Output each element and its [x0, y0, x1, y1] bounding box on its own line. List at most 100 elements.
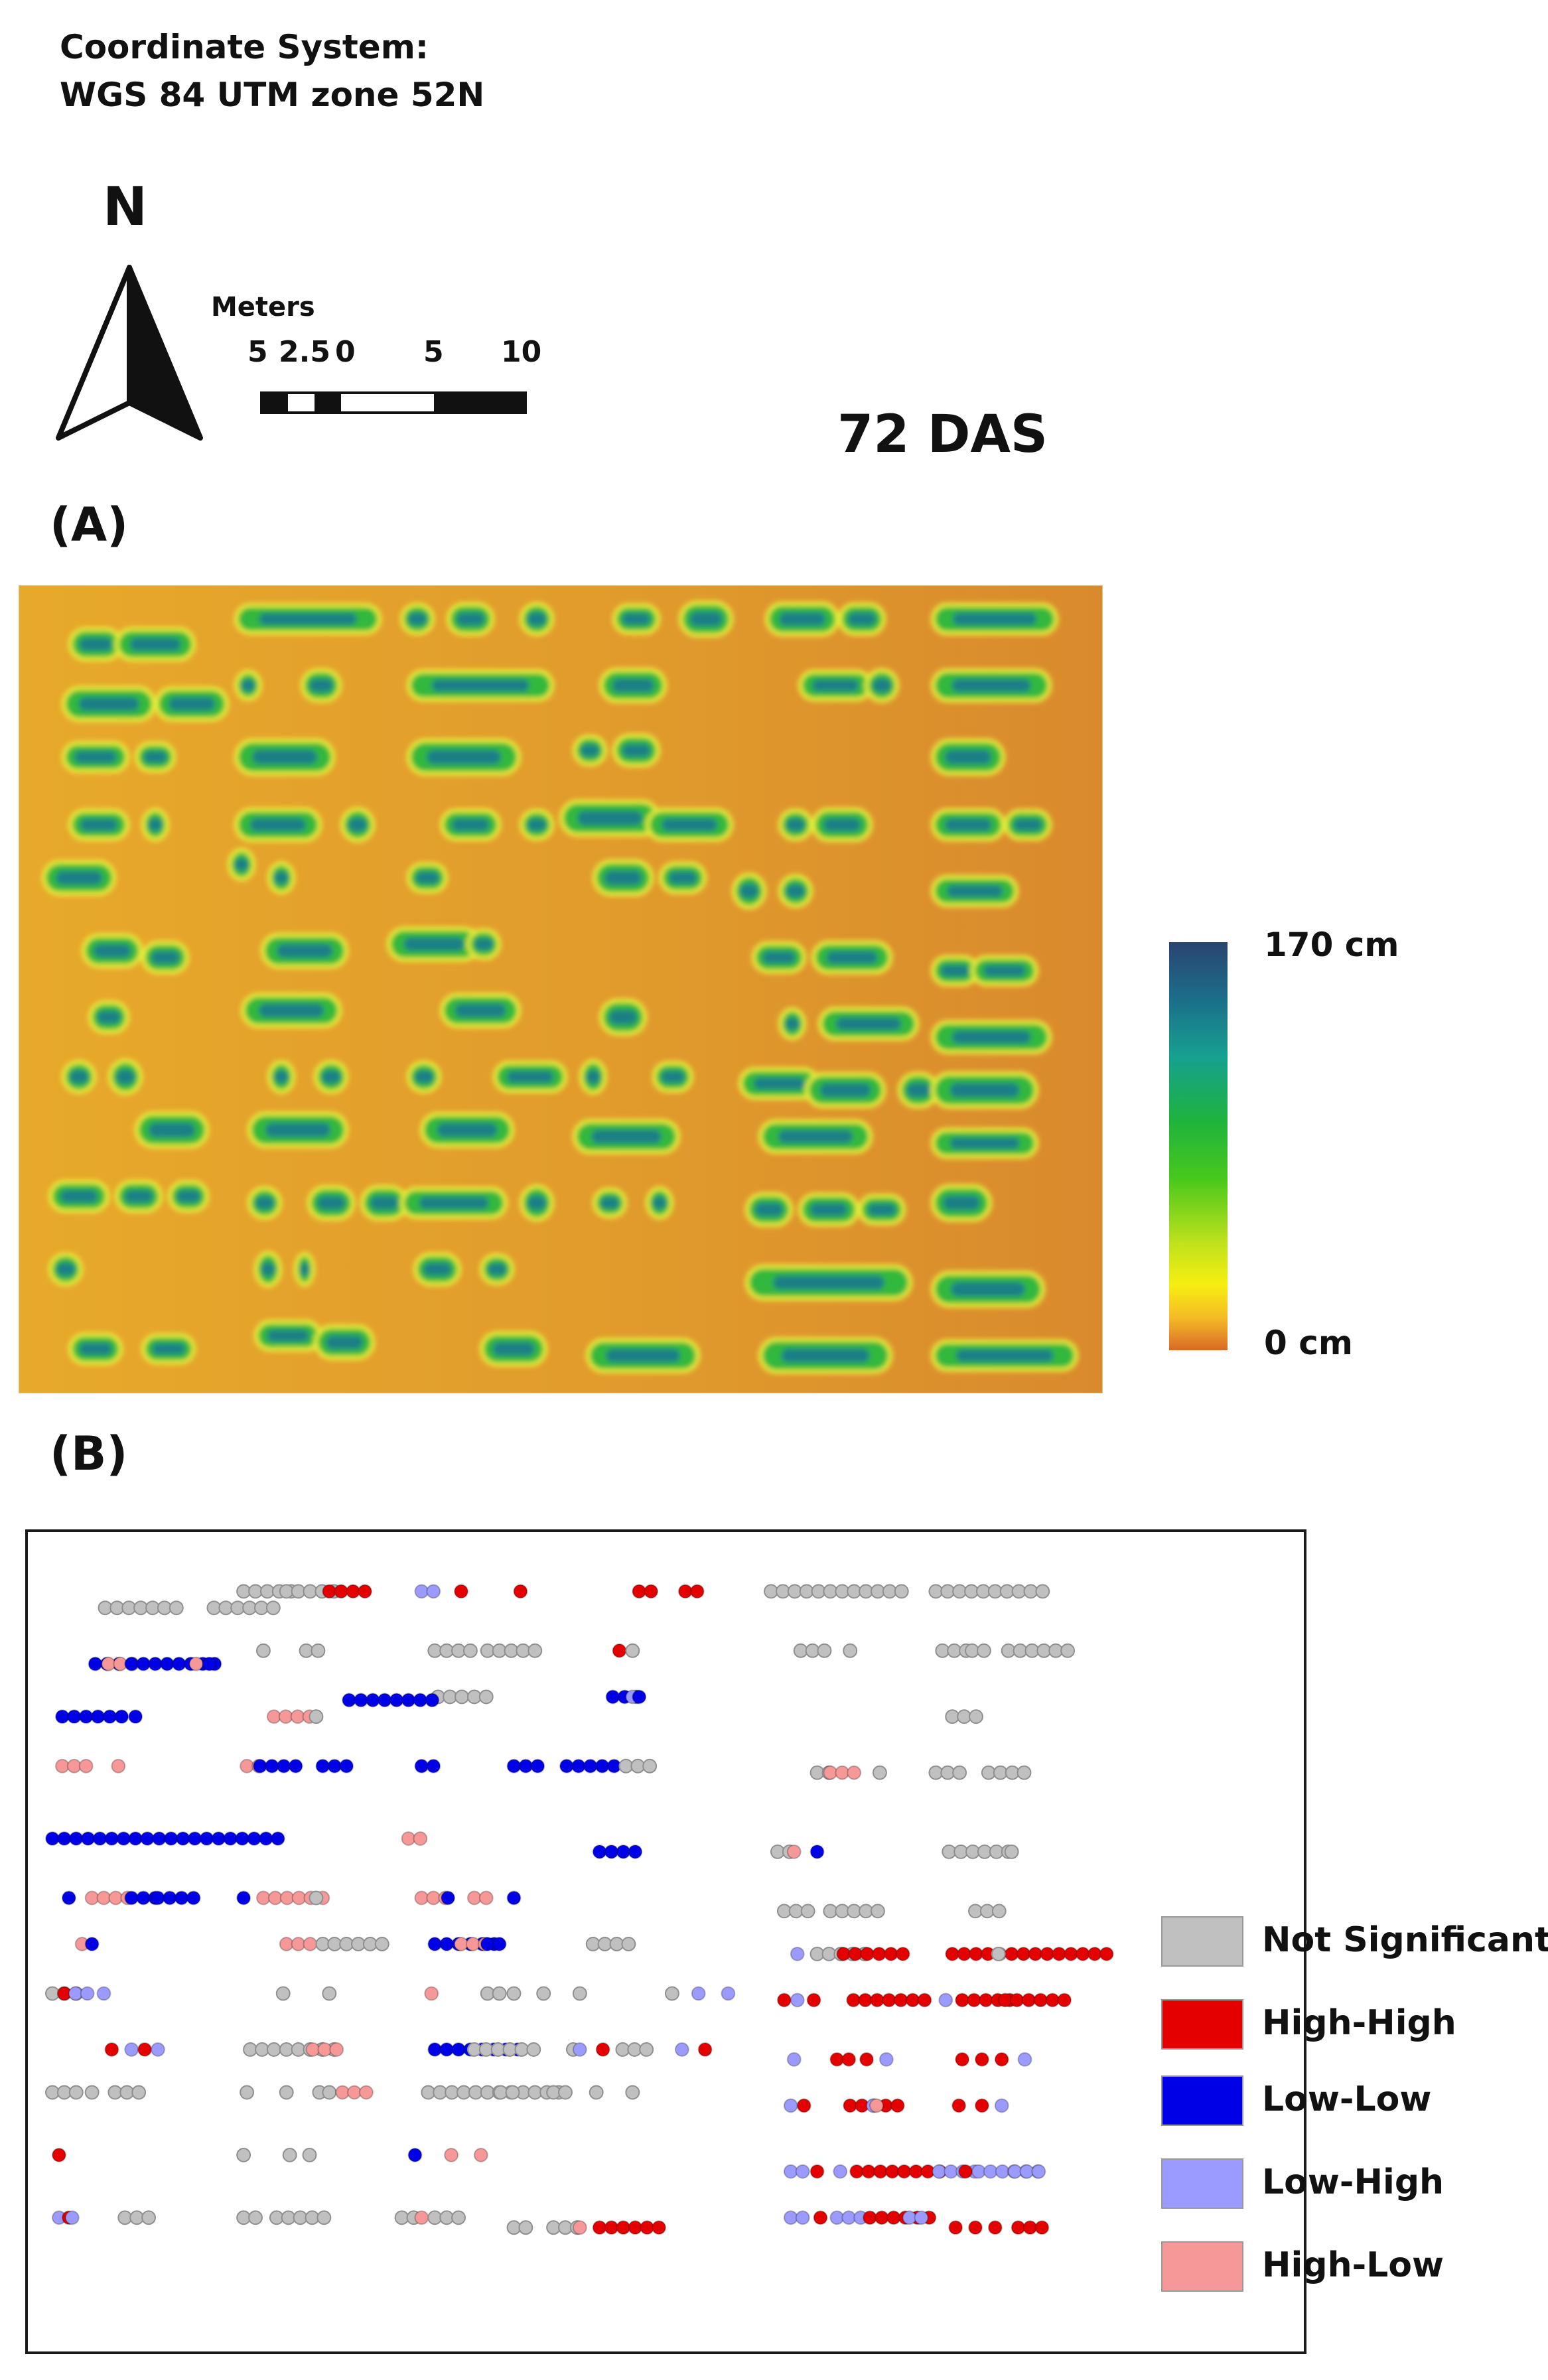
- canopy-height-map: [19, 585, 1103, 1393]
- cluster-point: [78, 1709, 94, 1724]
- plant-patch-core: [125, 1190, 153, 1203]
- plant-patch-core: [97, 1011, 121, 1024]
- cluster-point: [786, 1844, 802, 1859]
- cluster-point: [84, 1937, 100, 1951]
- plant-patch-core: [786, 818, 805, 831]
- scale-bar-title: Meters: [211, 292, 315, 322]
- cluster-point: [974, 2098, 989, 2113]
- cluster-point: [589, 2085, 604, 2100]
- coordinate-system-title: Coordinate System:: [60, 28, 429, 66]
- cluster-point: [991, 1904, 1007, 1919]
- plant-patch-core: [267, 1330, 309, 1342]
- cluster-point: [790, 1993, 805, 2008]
- cluster-point: [279, 2085, 294, 2100]
- cluster-point: [665, 1986, 679, 2001]
- plant-patch-core: [148, 818, 163, 831]
- panel-a-label: (A): [50, 498, 129, 552]
- cluster-point: [625, 2085, 640, 2100]
- plant-patch-core: [662, 818, 717, 831]
- plant-patch-core: [507, 1070, 553, 1084]
- plant-patch-core: [317, 1196, 345, 1210]
- north-label: N: [103, 176, 147, 238]
- plant-patch-core: [953, 612, 1036, 626]
- plant-patch-core: [779, 612, 825, 626]
- cluster-point: [917, 1993, 932, 2008]
- cluster-point: [457, 2085, 471, 2100]
- plant-patch-core: [143, 751, 167, 763]
- cluster-point: [96, 1890, 111, 1906]
- plant-patch-core: [370, 1196, 398, 1210]
- plant-patch-core: [79, 1342, 112, 1356]
- cluster-point: [1060, 1643, 1076, 1658]
- plant-patch-core: [950, 1137, 1020, 1149]
- cluster-point: [454, 1937, 468, 1951]
- cluster-point: [425, 1693, 440, 1708]
- plant-patch-core: [823, 818, 861, 831]
- plant-patch-core: [606, 1348, 680, 1363]
- cluster-point: [796, 2098, 811, 2113]
- cluster-point: [958, 2164, 973, 2179]
- cluster-point: [266, 2042, 281, 2057]
- cluster-point: [365, 1693, 380, 1708]
- plant-patch-core: [277, 944, 332, 958]
- cluster-point: [80, 1986, 95, 2001]
- scale-tick-10: 10: [501, 335, 542, 369]
- scale-tick-0: 0: [335, 335, 356, 369]
- cluster-point: [480, 1643, 495, 1658]
- cluster-point: [265, 1600, 281, 1616]
- cluster-point: [795, 2164, 810, 2179]
- cluster-points: [45, 1584, 1114, 2235]
- cluster-point: [478, 1890, 494, 1906]
- scale-bar: [260, 391, 527, 414]
- plant-patch-core: [577, 811, 642, 825]
- plant-patch-core: [259, 613, 357, 625]
- plant-patch-core: [309, 679, 333, 692]
- cluster-point: [813, 2210, 828, 2225]
- cluster-point: [632, 1689, 647, 1705]
- cluster-point: [492, 1643, 507, 1658]
- cluster-point: [492, 1937, 507, 1951]
- cluster-point: [109, 1600, 125, 1616]
- legend-label-low-high: Low-High: [1262, 2162, 1444, 2202]
- cluster-point: [455, 1689, 469, 1705]
- cluster-point: [974, 2052, 989, 2067]
- cluster-point: [468, 2085, 483, 2100]
- plant-patch-core: [604, 871, 642, 885]
- plant-patch-core: [689, 612, 723, 626]
- cluster-point: [559, 1758, 574, 1774]
- legend-swatch-high-high: [1161, 1999, 1243, 2050]
- panel-b-label: (B): [50, 1427, 128, 1481]
- plant-patch-core: [70, 1070, 88, 1084]
- cluster-point: [859, 2052, 874, 2067]
- plant-patch-core: [528, 819, 546, 831]
- cluster-point: [202, 1656, 217, 1671]
- plant-patch-core: [945, 750, 991, 764]
- plant-patch-core: [457, 612, 484, 626]
- plant-patch-core: [773, 1275, 884, 1290]
- cluster-point: [61, 1890, 76, 1906]
- cluster-point: [546, 2220, 561, 2235]
- cluster-point: [466, 1890, 482, 1906]
- cluster-point: [51, 2147, 66, 2162]
- cluster-point: [806, 1993, 821, 2008]
- cluster-point: [879, 2052, 894, 2067]
- cluster-point: [583, 1758, 598, 1774]
- cluster-point: [358, 1584, 372, 1599]
- cluster-point: [339, 1937, 354, 1951]
- legend-swatch-high-low: [1161, 2241, 1243, 2292]
- cluster-point: [1019, 2164, 1034, 2179]
- legend-label-high-low: High-Low: [1262, 2245, 1444, 2285]
- cluster-point: [275, 1986, 291, 2001]
- cluster-point: [571, 1758, 586, 1774]
- north-arrow-icon: [56, 265, 203, 441]
- height-color-ramp: [1169, 942, 1228, 1350]
- plant-patch-core: [612, 678, 654, 693]
- cluster-point: [145, 1600, 160, 1616]
- legend-label-low-low: Low-Low: [1262, 2079, 1432, 2119]
- cluster-point: [354, 1693, 368, 1708]
- cluster-point: [394, 2210, 409, 2225]
- cluster-point: [609, 1937, 624, 1951]
- cluster-point: [128, 1709, 143, 1724]
- cluster-point: [169, 1600, 184, 1616]
- cluster-point: [721, 1986, 736, 2001]
